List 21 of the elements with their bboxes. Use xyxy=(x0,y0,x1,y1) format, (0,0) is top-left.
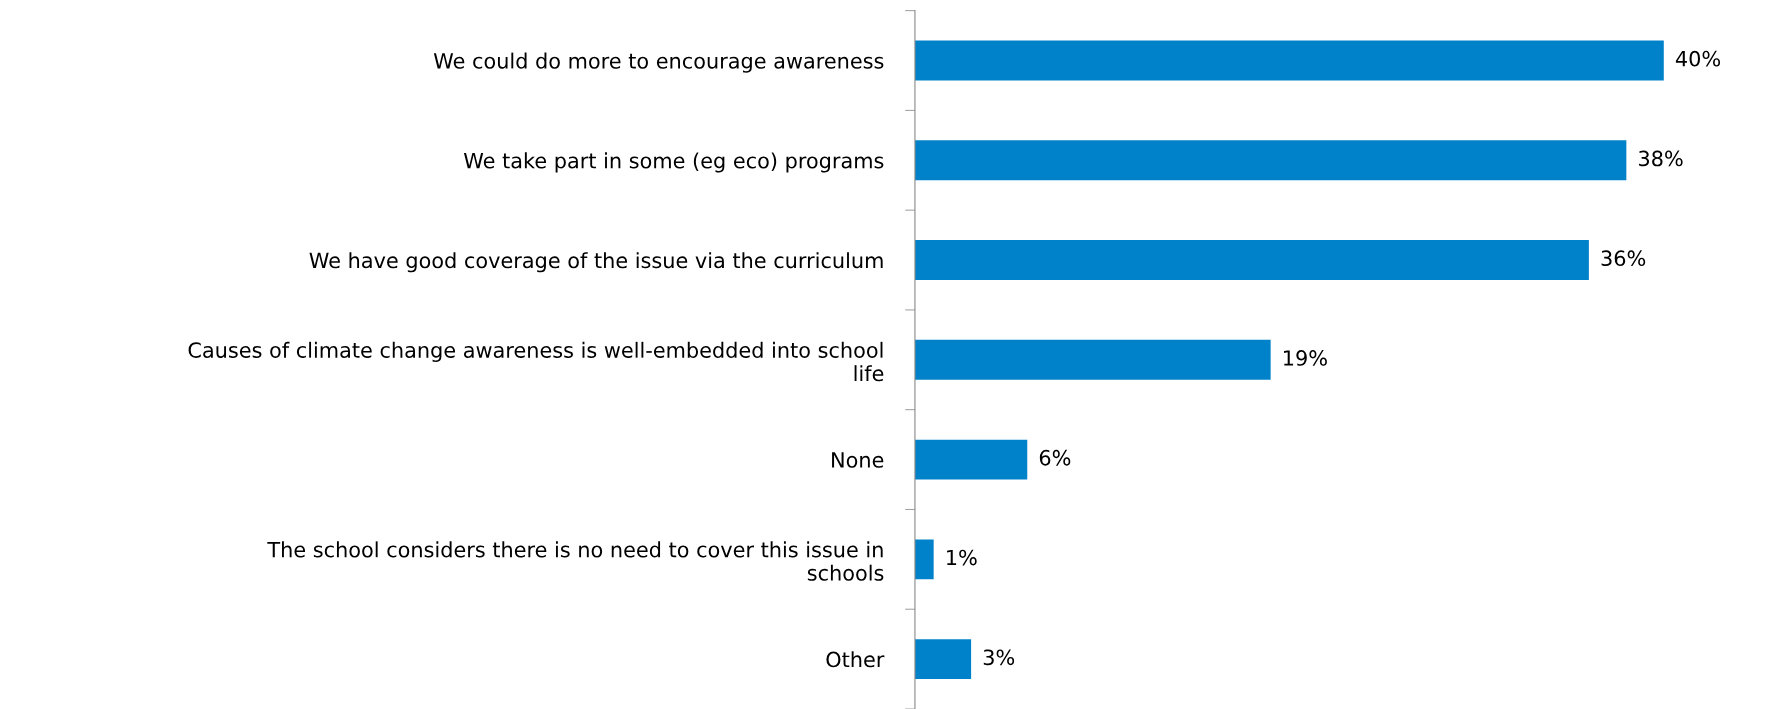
y-tick-label: Causes of climate change awareness is well-embedded into school life xyxy=(188,341,884,382)
data-label: 38% xyxy=(1639,150,1683,167)
bar xyxy=(914,240,1589,280)
bar xyxy=(914,539,934,580)
data-label: 6% xyxy=(1039,449,1071,466)
data-label: 19% xyxy=(1284,350,1327,366)
y-tick-label: We take part in some (eg eco) programs xyxy=(463,152,884,173)
y-tick-label: The school considers there is no need to cover this issue in schools xyxy=(267,541,884,581)
data-label: 3% xyxy=(983,649,1015,666)
data-label: 1% xyxy=(947,549,977,566)
bar xyxy=(914,639,972,680)
bar xyxy=(914,140,1627,181)
y-tick-label: We could do more to encourage awareness xyxy=(433,52,884,73)
bar xyxy=(914,339,1271,380)
bar xyxy=(914,439,1028,480)
data-label: 40% xyxy=(1675,50,1721,67)
data-label: 36% xyxy=(1601,250,1646,267)
bar xyxy=(914,40,1664,81)
y-tick-label: None xyxy=(832,452,884,468)
y-tick-label: We have good coverage of the issue via the curriculum xyxy=(309,252,883,273)
y-tick-label: Other xyxy=(826,651,885,668)
